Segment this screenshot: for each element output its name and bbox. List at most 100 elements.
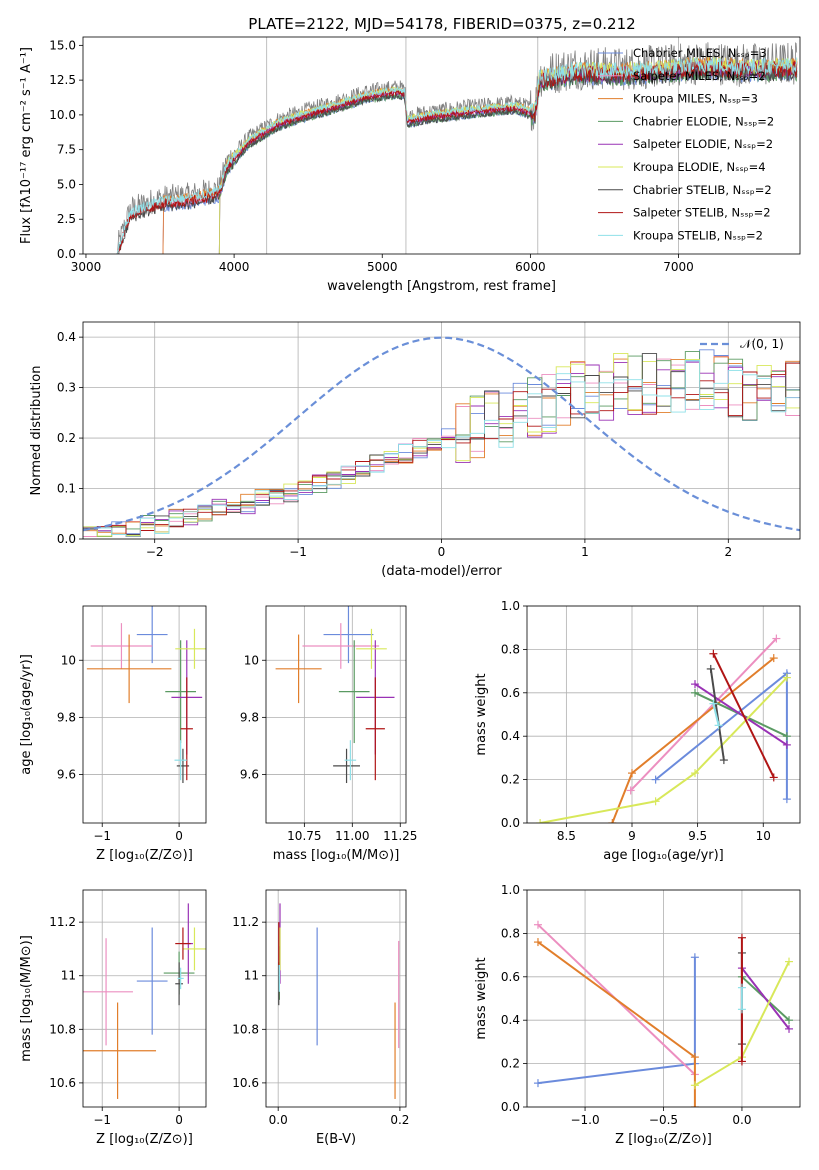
weight-line-kroupa_elodie — [539, 676, 788, 823]
histogram-kroupa_stelib — [83, 359, 800, 539]
y-tick-label: 9.6 — [57, 767, 76, 781]
model-line-kroupa_stelib — [116, 57, 798, 254]
y-tick-label: 0.6 — [501, 686, 520, 700]
y-tick-label: 10.6 — [232, 1076, 259, 1090]
y-tick-label: 15.0 — [49, 38, 76, 52]
axes-frame — [82, 605, 207, 824]
y-tick-label: 10.8 — [232, 1022, 259, 1036]
x-tick-label: 6000 — [515, 260, 546, 274]
y-tick-label: 0.6 — [501, 970, 520, 984]
y-axis-label: Normed distribution — [29, 366, 44, 496]
y-axis-label: age [log₁₀(age/yr)] — [19, 654, 34, 775]
x-tick-label: 9.5 — [688, 829, 707, 843]
x-tick-label: −1 — [93, 829, 111, 843]
legend-entry: Kroupa STELIB, Nₛₛₚ=2 — [633, 228, 763, 242]
legend-entry: Salpeter MILES, Nₛₛₚ=2 — [633, 69, 766, 83]
y-tick-label: 11.2 — [49, 915, 76, 929]
y-tick-label: 9.6 — [240, 767, 259, 781]
figure-title: PLATE=2122, MJD=54178, FIBERID=0375, z=0… — [248, 15, 635, 33]
y-tick-label: 10 — [61, 653, 76, 667]
legend-entry: Kroupa MILES, Nₛₛₚ=3 — [633, 92, 758, 106]
x-tick-label: 1 — [581, 545, 589, 559]
x-tick-label: 7000 — [663, 260, 694, 274]
y-axis-label: mass weight — [474, 957, 489, 1039]
plot-area — [275, 606, 395, 784]
y-tick-label: 0.4 — [501, 1013, 520, 1027]
x-tick-label: 0 — [175, 829, 183, 843]
x-tick-label: 9 — [628, 829, 636, 843]
weight-line-salpeter_elodie — [741, 967, 790, 1030]
y-tick-label: 7.5 — [57, 143, 76, 157]
axes-frame — [265, 889, 407, 1108]
ticks: 3000 4000 5000 6000 7000 0.0 2.5 5.0 7.5 10.0 12.5… — [49, 38, 694, 274]
x-tick-label: −1.0 — [570, 1113, 599, 1127]
y-tick-label: 0.0 — [501, 1100, 520, 1114]
x-tick-label: −1 — [289, 545, 307, 559]
plot-area — [83, 336, 800, 539]
x-tick-label: 0.0 — [269, 1113, 288, 1127]
y-tick-label: 10.6 — [49, 1076, 76, 1090]
ticks: 0.0 0.2 10.6 10.8 11 11.2 — [232, 915, 409, 1127]
legend-entry: Chabrier STELIB, Nₛₛₚ=2 — [633, 183, 772, 197]
axes-frame — [82, 889, 207, 1108]
ticks: −1 0 9.6 9.8 10 — [57, 653, 183, 843]
x-tick-label: −2 — [146, 545, 164, 559]
y-tick-label: 11.2 — [232, 915, 259, 929]
ticks: −2 −1 0 1 2 0.0 0.1 0.2 0.3 0.4 — [57, 330, 732, 559]
x-tick-label: 0 — [438, 545, 446, 559]
plot-area — [278, 903, 400, 1099]
x-tick-label: 10.75 — [287, 829, 321, 843]
y-tick-label: 0.3 — [57, 381, 76, 395]
x-axis-label: wavelength [Angstrom, rest frame] — [327, 279, 556, 294]
y-tick-label: 10.0 — [49, 108, 76, 122]
y-tick-label: 0.4 — [501, 729, 520, 743]
weight-line-kroupa_stelib — [712, 703, 720, 726]
x-tick-label: 11.25 — [383, 829, 417, 843]
x-axis-label: Z [log₁₀(Z/Z⊙)] — [96, 1132, 193, 1147]
y-tick-label: 9.8 — [240, 710, 259, 724]
x-axis-label: (data-model)/error — [381, 564, 502, 579]
x-tick-label: 0.2 — [390, 1113, 409, 1127]
y-tick-label: 1.0 — [501, 883, 520, 897]
x-tick-label: −0.5 — [649, 1113, 678, 1127]
y-tick-label: 11 — [244, 969, 259, 983]
ticks: 10.75 11.00 11.25 9.6 9.8 10 — [240, 653, 418, 843]
y-axis-label: mass weight — [474, 673, 489, 755]
legend-entry: Kroupa ELODIE, Nₛₛₚ=4 — [633, 160, 766, 174]
x-tick-label: 5000 — [367, 260, 398, 274]
plot-area — [86, 606, 206, 784]
weight-vs-age-panel: age [log₁₀(age/yr)] mass weight 8.5 9 9.5 10 0… — [474, 599, 801, 863]
x-axis-label: Z [log₁₀(Z/Z⊙)] — [96, 848, 193, 863]
x-axis-label: Z [log₁₀(Z/Z⊙)] — [615, 1132, 712, 1147]
x-tick-label: 0.0 — [732, 1113, 751, 1127]
age-vs-mass-panel: mass [log₁₀(M/M⊙)]10.75 11.00 11.259.69.81… — [240, 605, 418, 863]
legend-entry: Chabrier ELODIE, Nₛₛₚ=2 — [633, 114, 774, 128]
weight-line-salpeter_elodie — [694, 683, 788, 746]
plot-area — [533, 920, 794, 1107]
x-tick-label: 2 — [724, 545, 732, 559]
y-tick-label: 0.8 — [501, 926, 520, 940]
ticks: −1 0 10.6 10.8 11 11.2 — [49, 915, 183, 1127]
y-tick-label: 0.2 — [501, 1057, 520, 1071]
axes-frame — [82, 36, 801, 255]
y-axis-label: Flux [fλ10⁻¹⁷ erg cm⁻² s⁻¹ A⁻¹] — [19, 47, 34, 244]
y-tick-label: 5.0 — [57, 177, 76, 191]
y-tick-label: 0.2 — [501, 773, 520, 787]
x-axis-label: E(B-V) — [316, 1132, 356, 1147]
weight-vs-metallicity-panel: Z [log₁₀(Z/Z⊙)] mass weight −1.0 −0.5 0.0 0.0… — [474, 883, 801, 1147]
ticks: −1.0 −0.5 0.0 0.0 0.2 0.4 0.6 0.8 1.0 — [501, 883, 752, 1127]
legend-entry: 𝒩(0, 1) — [740, 337, 784, 351]
x-tick-label: −1 — [93, 1113, 111, 1127]
legend: Chabrier MILES, Nₛₛₚ=3 Salpeter MILES, Nₛ… — [598, 46, 774, 242]
x-tick-label: 8.5 — [557, 829, 576, 843]
y-tick-label: 0.2 — [57, 431, 76, 445]
residuals-panel: (data-model)/error Normed distribution 𝒩(0… — [29, 321, 801, 579]
grid — [83, 606, 206, 823]
x-tick-label: 0 — [175, 1113, 183, 1127]
mass-vs-metallicity-panel: Z [log₁₀(Z/Z⊙)] mass [log₁₀(M/M⊙)] −1 0 10.6… — [19, 889, 207, 1147]
y-tick-label: 12.5 — [49, 73, 76, 87]
mass-vs-ebv-panel: E(B-V) 0.0 0.2 10.6 10.8 11 11.2 — [232, 889, 409, 1147]
axes-frame — [265, 605, 407, 824]
y-tick-label: 0.0 — [57, 532, 76, 546]
y-tick-label: 0.0 — [57, 247, 76, 261]
